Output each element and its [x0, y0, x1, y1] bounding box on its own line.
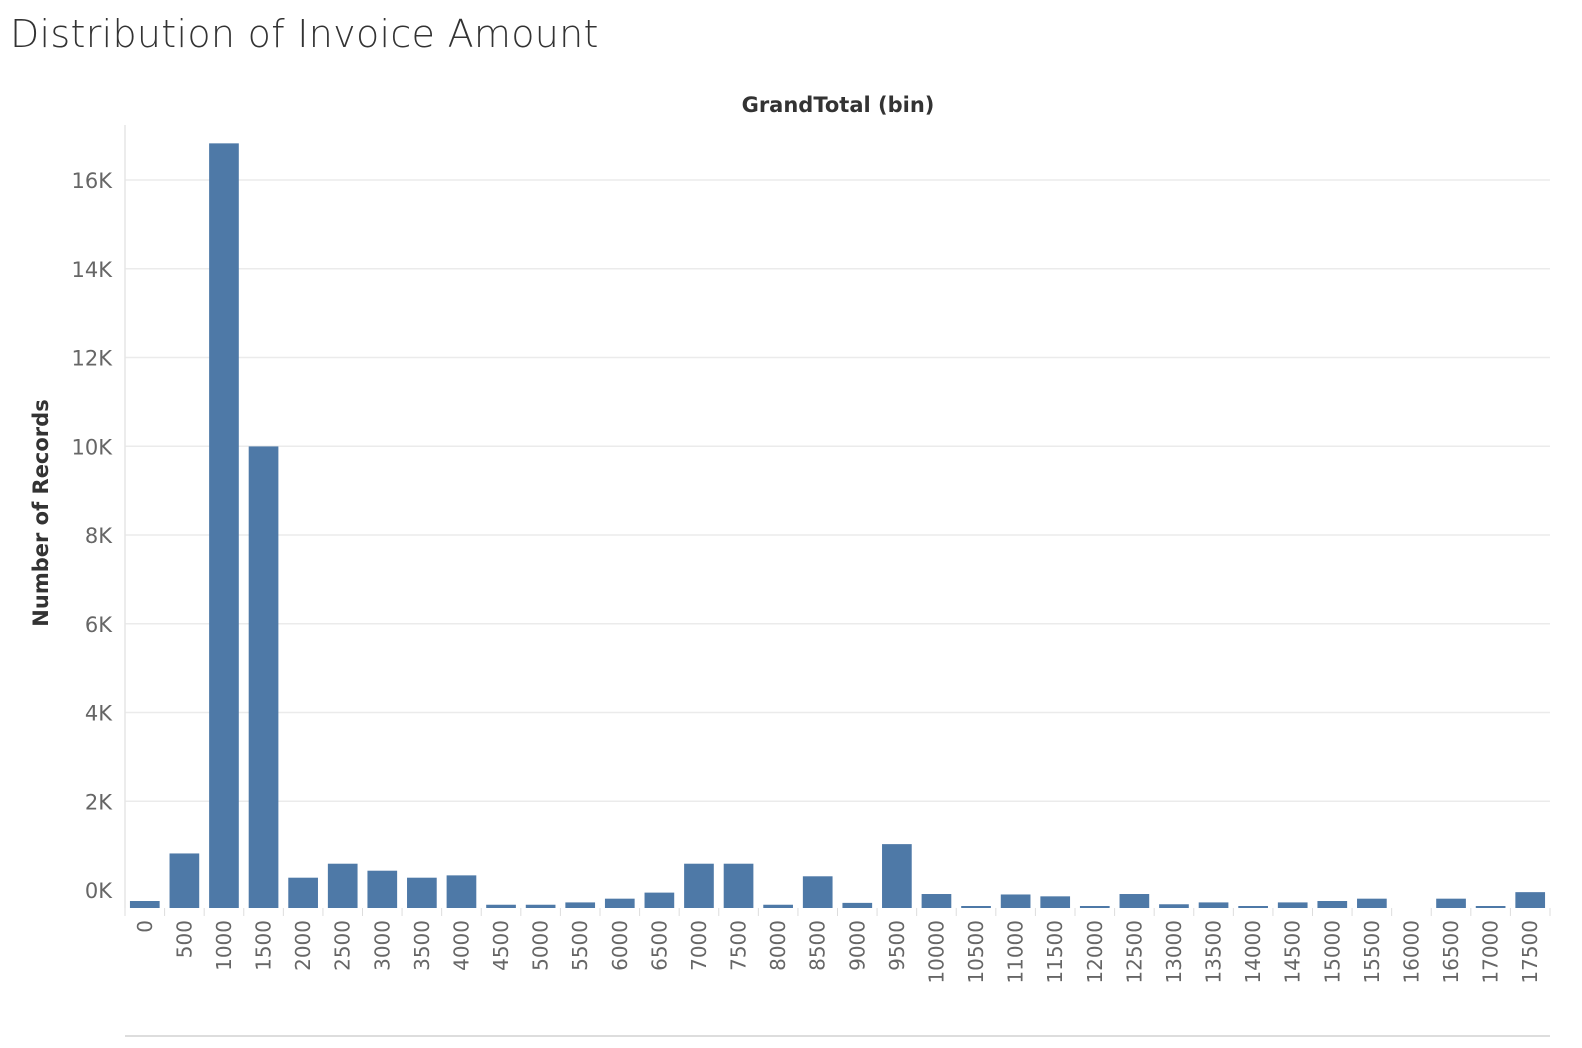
x-tick-label: 11500 [1043, 920, 1067, 984]
x-tick-label: 2000 [291, 920, 315, 971]
x-tick-label: 12500 [1122, 920, 1146, 984]
x-tick-label: 5500 [568, 920, 592, 971]
y-tick-label: 12K [72, 347, 114, 371]
y-tick-label: 4K [85, 702, 113, 726]
gridlines [125, 179, 1550, 802]
bar-9500[interactable] [882, 844, 912, 908]
x-tick-label: 4000 [449, 920, 473, 971]
bar-4000[interactable] [446, 875, 477, 908]
bar-4500[interactable] [486, 904, 516, 908]
bar-16500[interactable] [1436, 898, 1466, 908]
bar-13500[interactable] [1198, 902, 1229, 908]
bar-10000[interactable] [921, 894, 952, 908]
x-tick-label: 7000 [687, 920, 711, 971]
y-tick-labels: 0K 2K 4K 6K 8K 10K 12K 14K 16K [72, 169, 114, 903]
x-tick-label: 1500 [252, 920, 276, 971]
bars [129, 143, 1546, 909]
x-tick-label: 500 [172, 920, 196, 958]
bar-11000[interactable] [1000, 894, 1031, 908]
bar-7500[interactable] [723, 863, 754, 908]
x-tick-label: 3000 [370, 920, 394, 971]
bar-2500[interactable] [327, 863, 358, 908]
x-tick-label: 13000 [1162, 920, 1186, 984]
bar-15000[interactable] [1317, 901, 1348, 908]
x-tick-label: 16500 [1439, 920, 1463, 984]
x-tick-label: 14500 [1281, 920, 1305, 984]
y-tick-label: 8K [85, 524, 113, 548]
y-tick-label: 10K [72, 435, 114, 459]
bar-1000[interactable] [209, 143, 239, 909]
x-tick-label: 15500 [1360, 920, 1384, 984]
bar-14500[interactable] [1277, 902, 1308, 908]
bar-3500[interactable] [407, 877, 437, 908]
bar-6000[interactable] [604, 898, 635, 908]
x-tick-label: 9000 [845, 920, 869, 971]
bar-12500[interactable] [1119, 894, 1150, 908]
x-tick-label: 8000 [766, 920, 790, 971]
bar-7000[interactable] [684, 863, 714, 908]
x-tick-label: 17500 [1518, 920, 1542, 984]
x-tick-label: 4500 [489, 920, 513, 971]
bar-14000[interactable] [1238, 906, 1268, 908]
bar-2000[interactable] [288, 877, 318, 908]
y-tick-label: 2K [85, 790, 113, 814]
x-tick-label: 2500 [331, 920, 355, 971]
bar-8000[interactable] [763, 904, 793, 908]
x-tick-label: 16000 [1399, 920, 1423, 984]
x-tick-label: 6500 [647, 920, 671, 971]
bar-13000[interactable] [1159, 904, 1189, 908]
x-axis-title: GrandTotal (bin) [742, 93, 935, 117]
x-tick-label: 17000 [1479, 920, 1503, 984]
bar-17000[interactable] [1475, 906, 1506, 908]
y-tick-label: 16K [72, 169, 114, 193]
bar-11500[interactable] [1040, 896, 1071, 908]
bar-12000[interactable] [1079, 906, 1110, 908]
x-tick-label: 14000 [1241, 920, 1265, 984]
y-axis-title: Number of Records [29, 399, 53, 626]
bar-5000[interactable] [525, 904, 556, 908]
bar-1500[interactable] [248, 446, 279, 908]
y-tick-label: 14K [72, 258, 114, 282]
x-tick-label: 9500 [885, 920, 909, 971]
chart-title: Distribution of Invoice Amount [10, 12, 599, 56]
x-tick-label: 5000 [529, 920, 553, 971]
x-tick-label: 10000 [924, 920, 948, 984]
y-tick-label: 6K [85, 613, 113, 637]
x-tick-label: 0 [133, 920, 157, 933]
bar-9000[interactable] [842, 902, 873, 908]
x-tick-label: 12000 [1083, 920, 1107, 984]
bar-8500[interactable] [802, 876, 833, 908]
bar-500[interactable] [169, 853, 200, 908]
bar-10500[interactable] [961, 906, 991, 908]
x-tick-label: 1000 [212, 920, 236, 971]
bar-5500[interactable] [565, 902, 596, 908]
bar-15500[interactable] [1357, 898, 1387, 908]
y-tick-label: 0K [85, 879, 113, 903]
x-tick-label: 13500 [1202, 920, 1226, 984]
x-tick-label: 15000 [1320, 920, 1344, 984]
x-tick-label: 7500 [727, 920, 751, 971]
x-tick-label: 10500 [964, 920, 988, 984]
x-tick-label: 8500 [806, 920, 830, 971]
bar-0[interactable] [129, 901, 160, 908]
bar-17500[interactable] [1515, 892, 1546, 908]
x-tick-label: 11000 [1004, 920, 1028, 984]
bar-6500[interactable] [644, 892, 675, 908]
x-tick-label: 3500 [410, 920, 434, 971]
bar-3000[interactable] [367, 870, 398, 908]
x-tick-labels: 0 500 1000 1500 2000 2500 3000 3500 4000 4500 5000… [124, 908, 1551, 984]
x-tick-label: 6000 [608, 920, 632, 971]
